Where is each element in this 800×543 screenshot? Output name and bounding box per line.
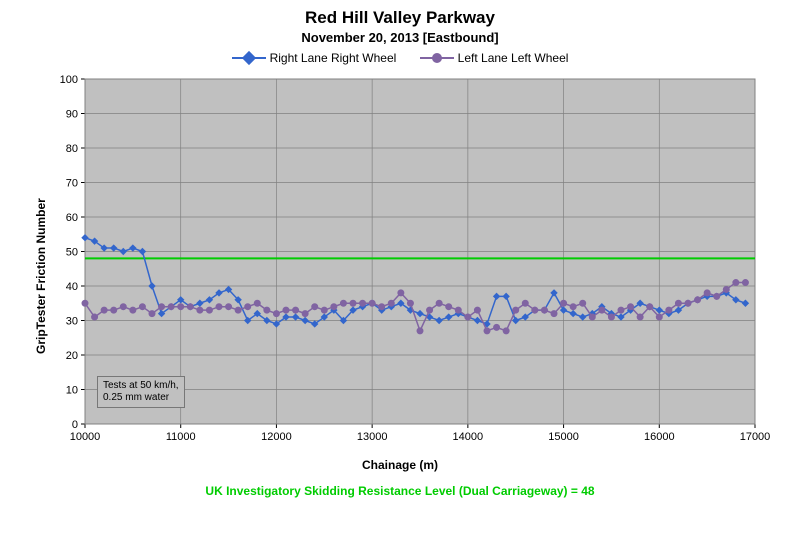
legend-item-right-lane: Right Lane Right Wheel xyxy=(232,51,397,65)
legend-marker-left xyxy=(420,53,454,63)
svg-text:15000: 15000 xyxy=(548,431,579,443)
svg-text:50: 50 xyxy=(66,247,78,259)
note-line1: Tests at 50 km/h, xyxy=(103,380,179,391)
svg-text:10: 10 xyxy=(66,385,78,397)
legend-marker-right xyxy=(232,53,266,63)
svg-text:13000: 13000 xyxy=(357,431,388,443)
test-conditions-note: Tests at 50 km/h, 0.25 mm water xyxy=(97,376,185,408)
legend-item-left-lane: Left Lane Left Wheel xyxy=(420,51,569,65)
svg-text:30: 30 xyxy=(66,316,78,328)
legend-label-right: Right Lane Right Wheel xyxy=(270,51,397,65)
plot-area: GripTester Friction Number 0 10 20 30 40 50 60… xyxy=(30,74,770,454)
legend: Right Lane Right Wheel Left Lane Left Wh… xyxy=(20,51,780,66)
y-axis-label: GripTester Friction Number xyxy=(34,198,48,354)
svg-text:10000: 10000 xyxy=(70,431,101,443)
svg-text:40: 40 xyxy=(66,281,78,293)
svg-text:80: 80 xyxy=(66,143,78,155)
note-line2: 0.25 mm water xyxy=(103,392,169,403)
svg-text:11000: 11000 xyxy=(166,431,196,443)
chart-subtitle: November 20, 2013 [Eastbound] xyxy=(20,30,780,45)
svg-text:60: 60 xyxy=(66,212,78,224)
legend-label-left: Left Lane Left Wheel xyxy=(458,51,569,65)
svg-text:20: 20 xyxy=(66,350,78,362)
x-axis-label: Chainage (m) xyxy=(20,458,780,472)
svg-text:12000: 12000 xyxy=(261,431,292,443)
svg-text:0: 0 xyxy=(72,419,78,431)
svg-text:90: 90 xyxy=(66,109,78,121)
svg-text:14000: 14000 xyxy=(453,431,484,443)
svg-text:17000: 17000 xyxy=(740,431,770,443)
chart-title: Red Hill Valley Parkway xyxy=(20,8,780,28)
svg-text:70: 70 xyxy=(66,178,78,190)
svg-text:100: 100 xyxy=(60,74,78,86)
svg-text:16000: 16000 xyxy=(644,431,675,443)
chart-container: Red Hill Valley Parkway November 20, 201… xyxy=(20,8,780,510)
reference-line-label: UK Investigatory Skidding Resistance Lev… xyxy=(20,484,780,498)
